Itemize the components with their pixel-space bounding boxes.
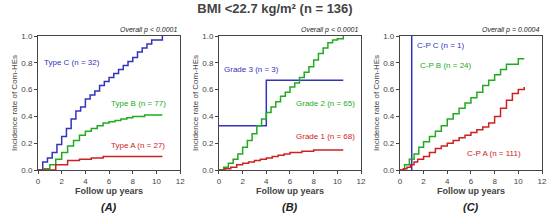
- svg-text:0: 0: [36, 177, 41, 186]
- svg-text:0.8: 0.8: [383, 59, 395, 68]
- svg-text:Overall p < 0.0001: Overall p < 0.0001: [120, 26, 178, 34]
- svg-text:0.4: 0.4: [21, 112, 33, 121]
- svg-text:12: 12: [538, 177, 547, 186]
- svg-text:Follow up years: Follow up years: [75, 186, 143, 196]
- svg-text:2: 2: [240, 177, 245, 186]
- svg-text:Grade 2 (n = 65): Grade 2 (n = 65): [296, 99, 355, 108]
- svg-text:0.0: 0.0: [383, 166, 395, 175]
- svg-text:0.4: 0.4: [202, 112, 214, 121]
- svg-text:Incidence rate of Com-HEs: Incidence rate of Com-HEs: [191, 55, 200, 151]
- svg-text:2: 2: [421, 177, 426, 186]
- svg-text:8: 8: [492, 177, 497, 186]
- svg-text:Type A (n = 27): Type A (n = 27): [111, 141, 165, 150]
- svg-text:(B): (B): [282, 201, 298, 213]
- svg-text:Overall p = 0.0004: Overall p = 0.0004: [482, 26, 540, 34]
- svg-text:0: 0: [398, 177, 403, 186]
- svg-text:10: 10: [514, 177, 523, 186]
- svg-text:6: 6: [288, 177, 293, 186]
- svg-text:Incidence rate of Com-HEs: Incidence rate of Com-HEs: [372, 55, 381, 151]
- svg-text:Overall p < 0.0001: Overall p < 0.0001: [301, 26, 359, 34]
- svg-text:0.6: 0.6: [383, 85, 395, 94]
- svg-text:8: 8: [131, 177, 136, 186]
- svg-text:1.0: 1.0: [383, 32, 395, 41]
- svg-text:1.0: 1.0: [202, 32, 214, 41]
- svg-text:0.2: 0.2: [383, 139, 395, 148]
- svg-text:0.0: 0.0: [202, 166, 214, 175]
- svg-text:12: 12: [357, 177, 366, 186]
- svg-text:0.8: 0.8: [21, 59, 33, 68]
- svg-text:2: 2: [59, 177, 64, 186]
- svg-text:12: 12: [176, 177, 185, 186]
- svg-text:(C): (C): [463, 201, 479, 213]
- svg-text:4: 4: [264, 177, 269, 186]
- svg-text:0.6: 0.6: [21, 85, 33, 94]
- svg-text:4: 4: [83, 177, 88, 186]
- svg-text:Grade 1 (n = 68): Grade 1 (n = 68): [296, 132, 355, 141]
- svg-text:6: 6: [107, 177, 112, 186]
- svg-text:4: 4: [445, 177, 450, 186]
- svg-text:(A): (A): [101, 201, 117, 213]
- svg-text:8: 8: [311, 177, 316, 186]
- svg-text:0.4: 0.4: [383, 112, 395, 121]
- svg-text:Type C (n = 32): Type C (n = 32): [44, 58, 100, 67]
- svg-text:0.0: 0.0: [21, 166, 33, 175]
- svg-text:C-P B (n = 24): C-P B (n = 24): [420, 61, 472, 70]
- svg-text:Type B (n = 77): Type B (n = 77): [111, 99, 166, 108]
- svg-text:Follow up years: Follow up years: [437, 186, 505, 196]
- svg-text:0: 0: [217, 177, 222, 186]
- svg-text:0.2: 0.2: [21, 139, 33, 148]
- svg-text:0.2: 0.2: [202, 139, 214, 148]
- svg-text:10: 10: [333, 177, 342, 186]
- svg-text:C-P C (n = 1): C-P C (n = 1): [417, 41, 465, 50]
- svg-text:Incidence rate of Com-HEs: Incidence rate of Com-HEs: [10, 55, 19, 151]
- svg-text:C-P A (n = 111): C-P A (n = 111): [467, 149, 521, 158]
- svg-text:0.8: 0.8: [202, 59, 214, 68]
- svg-text:Follow up years: Follow up years: [256, 186, 324, 196]
- svg-text:10: 10: [152, 177, 161, 186]
- svg-text:1.0: 1.0: [21, 32, 33, 41]
- svg-text:BMI <22.7 kg/m² (n = 136): BMI <22.7 kg/m² (n = 136): [197, 1, 352, 16]
- svg-text:6: 6: [469, 177, 474, 186]
- svg-text:0.6: 0.6: [202, 85, 214, 94]
- svg-text:Grade 3 (n = 3): Grade 3 (n = 3): [224, 65, 279, 74]
